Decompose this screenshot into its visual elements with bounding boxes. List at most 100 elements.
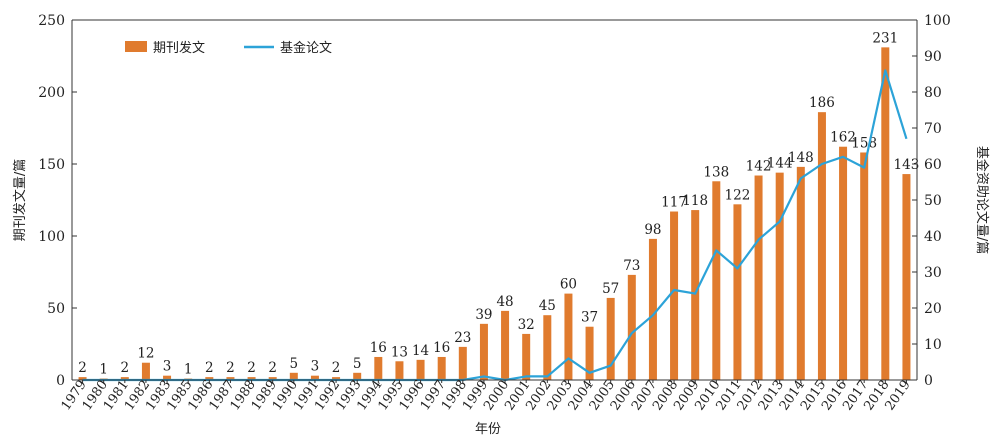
bar [775, 172, 784, 380]
bar [796, 166, 805, 380]
bar [78, 377, 87, 380]
y-axis-title: 期刊发文量/篇 [12, 159, 28, 241]
bar-data-label: 143 [894, 157, 920, 173]
bar-data-label: 158 [851, 135, 877, 151]
legend-bar-swatch [125, 41, 147, 52]
y2-tick-label: 0 [924, 373, 933, 389]
x-axis-title: 年份 [475, 422, 501, 437]
y2-tick-label: 100 [924, 13, 951, 29]
bar [606, 297, 615, 380]
bar [627, 274, 636, 380]
y2-tick-label: 40 [924, 229, 942, 245]
bar [226, 377, 235, 380]
bar-data-label: 12 [137, 346, 154, 362]
bar [754, 175, 763, 380]
bar-data-label: 23 [454, 330, 471, 346]
bar [374, 356, 383, 380]
legend-bar-label: 期刊发文 [153, 40, 205, 56]
bar [817, 112, 826, 380]
bar [120, 377, 129, 380]
bar-data-label: 5 [290, 356, 299, 372]
y-tick-label: 250 [38, 13, 65, 29]
legend-line-label: 基金论文 [280, 40, 332, 56]
y2-tick-label: 80 [924, 85, 942, 101]
bar [733, 204, 742, 380]
bar [543, 315, 552, 380]
bar [416, 359, 425, 380]
bar-data-label: 32 [518, 317, 535, 333]
axes [71, 19, 918, 383]
bar [141, 362, 150, 380]
bar-data-label: 45 [539, 298, 556, 314]
bar [205, 377, 214, 380]
bar-data-label: 118 [682, 193, 708, 209]
bar [310, 375, 319, 380]
bar [691, 210, 700, 380]
tick-labels: 0501001502002500102030405060708090100197… [38, 13, 950, 413]
bar-data-label: 16 [370, 340, 387, 356]
bar-data-label: 39 [475, 307, 492, 323]
bar-data-label: 2 [226, 360, 235, 376]
bar-data-label: 2 [205, 360, 214, 376]
bar [479, 323, 488, 380]
bar-data-label: 1 [99, 362, 108, 378]
bar-data-label: 98 [644, 222, 661, 238]
bar [458, 346, 467, 380]
bar-data-label: 144 [767, 156, 793, 172]
bar-data-label: 142 [746, 159, 772, 175]
bar-data-label: 13 [391, 344, 408, 360]
bar-data-label: 14 [412, 343, 429, 359]
bar-data-label: 16 [433, 340, 450, 356]
y2-tick-label: 70 [924, 121, 942, 137]
bar-data-label: 2 [247, 360, 256, 376]
bar-data-label: 73 [623, 258, 640, 274]
bar [163, 375, 172, 380]
y2-tick-label: 30 [924, 265, 942, 281]
bar [353, 372, 362, 380]
bar-data-label: 2 [332, 360, 341, 376]
bar-data-label: 5 [353, 356, 362, 372]
bar [585, 326, 594, 380]
y-tick-label: 0 [56, 373, 65, 389]
y-tick-label: 150 [38, 157, 65, 173]
bar-data-label: 186 [809, 95, 835, 111]
bar-data-label: 122 [725, 187, 751, 203]
bar-data-label: 57 [602, 281, 619, 297]
bar [268, 377, 277, 380]
bar [670, 211, 679, 380]
bar [395, 361, 404, 380]
y2-tick-label: 10 [924, 337, 942, 353]
bar [648, 238, 657, 380]
bar-data-label: 162 [830, 130, 856, 146]
bar-data-label: 2 [78, 360, 87, 376]
bar [522, 333, 531, 380]
y2-tick-label: 90 [924, 49, 942, 65]
bar [289, 372, 298, 380]
y-tick-label: 200 [38, 85, 65, 101]
bar [712, 181, 721, 380]
bar-data-label: 1 [184, 362, 193, 378]
y2-tick-label: 50 [924, 193, 942, 209]
bar [881, 47, 890, 381]
bar-data-label: 37 [581, 310, 598, 326]
bar-data-label: 117 [661, 195, 687, 211]
bar [902, 174, 911, 380]
bar [332, 377, 341, 380]
bar-data-label: 48 [496, 294, 513, 310]
bar-series [78, 47, 911, 381]
bar [839, 146, 848, 380]
bar-data-label: 3 [163, 359, 172, 375]
legend: 期刊发文 基金论文 [125, 40, 332, 56]
bar [564, 293, 573, 380]
y2-tick-label: 60 [924, 157, 942, 173]
bar-data-label: 231 [872, 30, 898, 46]
y-tick-label: 100 [38, 229, 65, 245]
bar [860, 152, 869, 380]
bar-data-label: 2 [121, 360, 130, 376]
bar-data-label: 3 [311, 359, 320, 375]
bar-data-label: 138 [703, 164, 729, 180]
y2-axis-title: 基金资助论文量/篇 [974, 146, 990, 254]
bar [501, 310, 510, 380]
